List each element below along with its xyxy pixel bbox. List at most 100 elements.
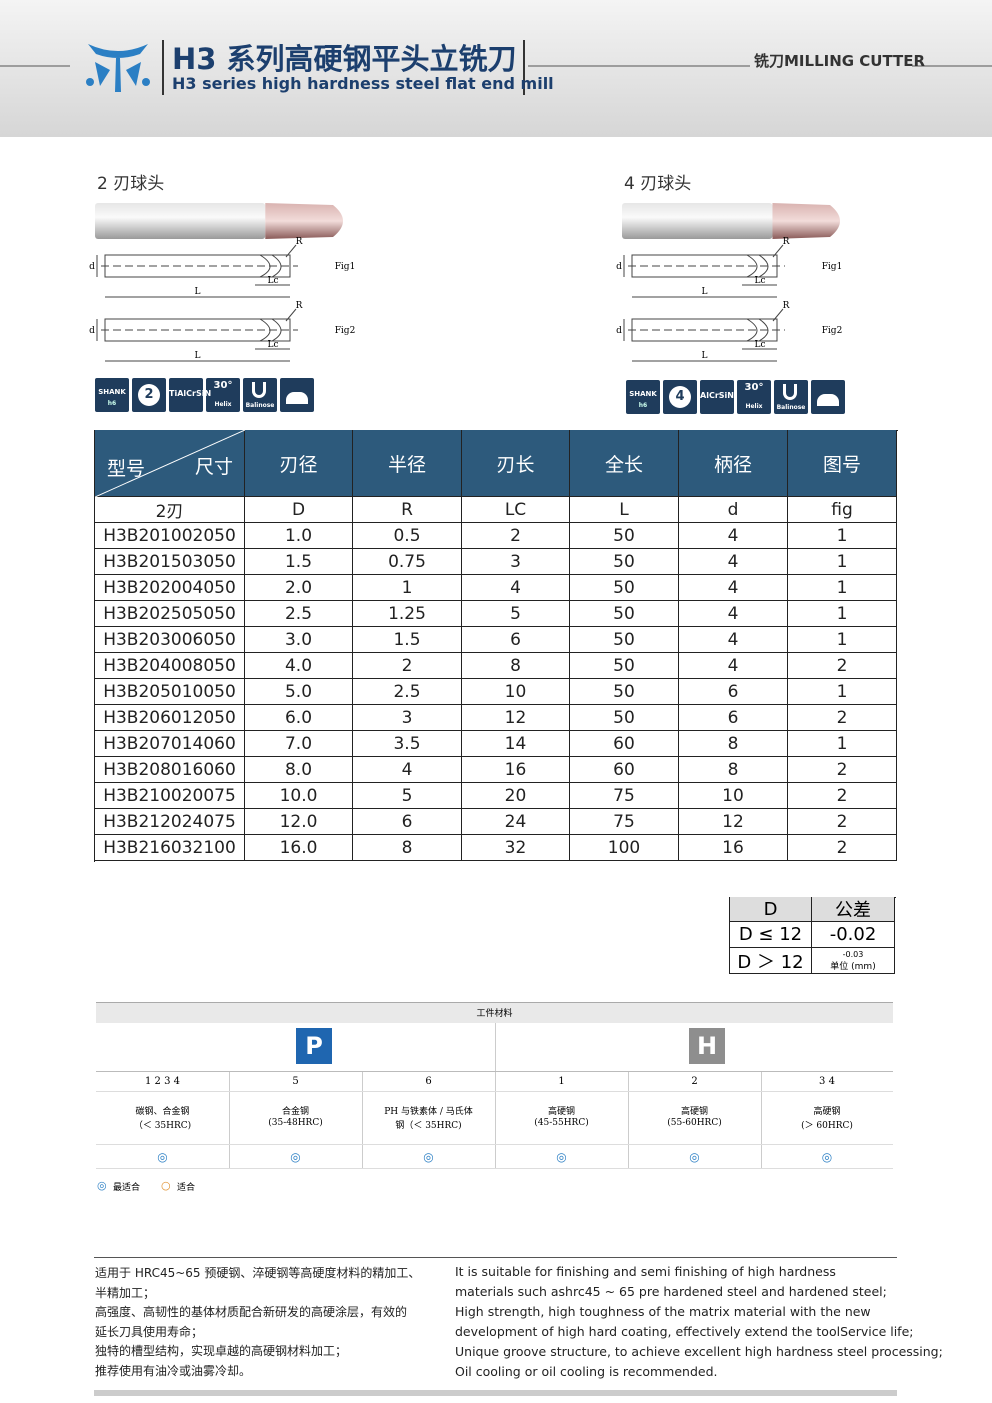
mat-desc: (45-55HRC) (534, 1118, 589, 1128)
icon-text: h6 (638, 402, 648, 409)
dim-label: R (783, 237, 790, 247)
mat-mark: ◎ (157, 1150, 168, 1164)
table-cell: H3B202004050 (95, 575, 245, 601)
mat-mark: ◎ (290, 1150, 301, 1164)
table-header: 柄径 (679, 430, 788, 497)
table-cell: 50 (570, 627, 679, 653)
notes-rule (94, 1257, 897, 1258)
icon-box (700, 380, 734, 414)
table-cell: 16 (462, 757, 570, 783)
mat-mark: ◎ (423, 1150, 434, 1164)
table-header: 刃长 (462, 430, 570, 497)
header-band (0, 0, 992, 137)
table-cell: H3B203006050 (95, 627, 245, 653)
dim-label: L (702, 287, 708, 297)
table-cell: 4 (679, 523, 788, 549)
table-cell: 60 (570, 757, 679, 783)
icon-text: 30° (744, 382, 764, 393)
icon-u (783, 384, 797, 400)
note-en: Oil cooling or oil cooling is recommende… (455, 1364, 718, 1379)
dim-label: d (89, 262, 95, 272)
dim-line (285, 244, 297, 258)
tol-cell: D ＞ 12 (730, 948, 812, 974)
diagonal (95, 430, 245, 497)
note-zh: 半精加工； (95, 1285, 156, 1300)
table-cell: 24 (462, 809, 570, 835)
table-cell: H3B216032100 (95, 835, 245, 861)
mat-desc: PH 与铁素体 / 马氏体 (384, 1107, 473, 1117)
mat-mark: ◎ (556, 1150, 567, 1164)
mat-desc: 高硬钢 (680, 1107, 708, 1117)
note-en: Unique groove structure, to achieve exce… (455, 1344, 943, 1359)
corner-diagonal (95, 430, 245, 497)
table-cell: H3B201503050 (95, 549, 245, 575)
table-subheader: 2刃 (95, 497, 245, 523)
table-cell: 1 (788, 549, 897, 575)
fig-flute (746, 254, 769, 278)
table-cell: H3B207014060 (95, 731, 245, 757)
dim-label: Lc (267, 340, 278, 350)
note-en: development of high hard coating, effect… (455, 1324, 914, 1339)
note-zh: 推荐使用有油冷或油雾冷却。 (95, 1363, 252, 1378)
table-subheader: d (679, 497, 788, 523)
fig-label: Fig2 (822, 326, 843, 336)
dim-label: L (702, 351, 708, 361)
table-cell: 50 (570, 601, 679, 627)
fig-label: Fig1 (335, 262, 356, 272)
fig-label: Fig2 (335, 326, 356, 336)
mat-grade: 1 2 3 4 (145, 1076, 180, 1087)
table-cell: 2.5 (353, 679, 462, 705)
dim-label: R (296, 301, 303, 311)
icon-shape (286, 392, 308, 404)
table-cell: 75 (570, 809, 679, 835)
table-cell: H3B201002050 (95, 523, 245, 549)
table-cell: 6 (353, 809, 462, 835)
table-cell: 75 (570, 783, 679, 809)
table-cell: 3 (462, 549, 570, 575)
table-cell: H3B202505050 (95, 601, 245, 627)
table-cell: 8 (679, 757, 788, 783)
table-cell: 2 (788, 809, 897, 835)
mat-desc: 碳钢、合金钢 (135, 1107, 190, 1117)
table-cell: 1.5 (353, 627, 462, 653)
dim-label: Lc (754, 276, 765, 286)
fig-flute (259, 254, 282, 278)
tol-small: -0.03 (842, 949, 864, 959)
mat-col-line (495, 1072, 496, 1168)
tool-shank (622, 203, 773, 239)
icon-text: Balinose (776, 404, 806, 411)
mat-title: 工件材料 (476, 1009, 513, 1019)
table-cell: 4 (679, 601, 788, 627)
table-cell: 6 (462, 627, 570, 653)
fig-flute (259, 318, 282, 342)
note-en: materials such ashrc45 ~ 65 pre hardened… (455, 1284, 887, 1299)
table-cell: 32 (462, 835, 570, 861)
table-cell: 4 (679, 549, 788, 575)
mat-desc: （＜ 35HRC) (133, 1121, 192, 1131)
mat-desc: 钢（＜ 35HRC) (395, 1121, 462, 1131)
mat-grade: 2 (691, 1076, 698, 1087)
table-cell: 50 (570, 549, 679, 575)
table-cell: 8 (679, 731, 788, 757)
table-cell: 50 (570, 575, 679, 601)
table-cell: 2.0 (245, 575, 353, 601)
tool-head (772, 203, 840, 239)
tool-shank (95, 203, 266, 239)
icon-box (626, 380, 660, 414)
mat-title-bg (96, 1002, 893, 1023)
icon-circle (669, 386, 691, 408)
table-cell: H3B212024075 (95, 809, 245, 835)
mat-desc: 高硬钢 (547, 1107, 575, 1117)
tol-cell: -0.03 单位 (mm) (812, 948, 895, 974)
table-header: 全长 (570, 430, 679, 497)
table-cell: 50 (570, 653, 679, 679)
table-subheader: fig (788, 497, 897, 523)
icon-text: Helix (745, 403, 763, 410)
table-cell: 20 (462, 783, 570, 809)
table-subheader: LC (462, 497, 570, 523)
table-cell: 1 (788, 679, 897, 705)
header-decor (0, 40, 992, 95)
icon-text: SHANK (98, 388, 126, 396)
table-cell: H3B210020075 (95, 783, 245, 809)
table-cell: 100 (570, 835, 679, 861)
